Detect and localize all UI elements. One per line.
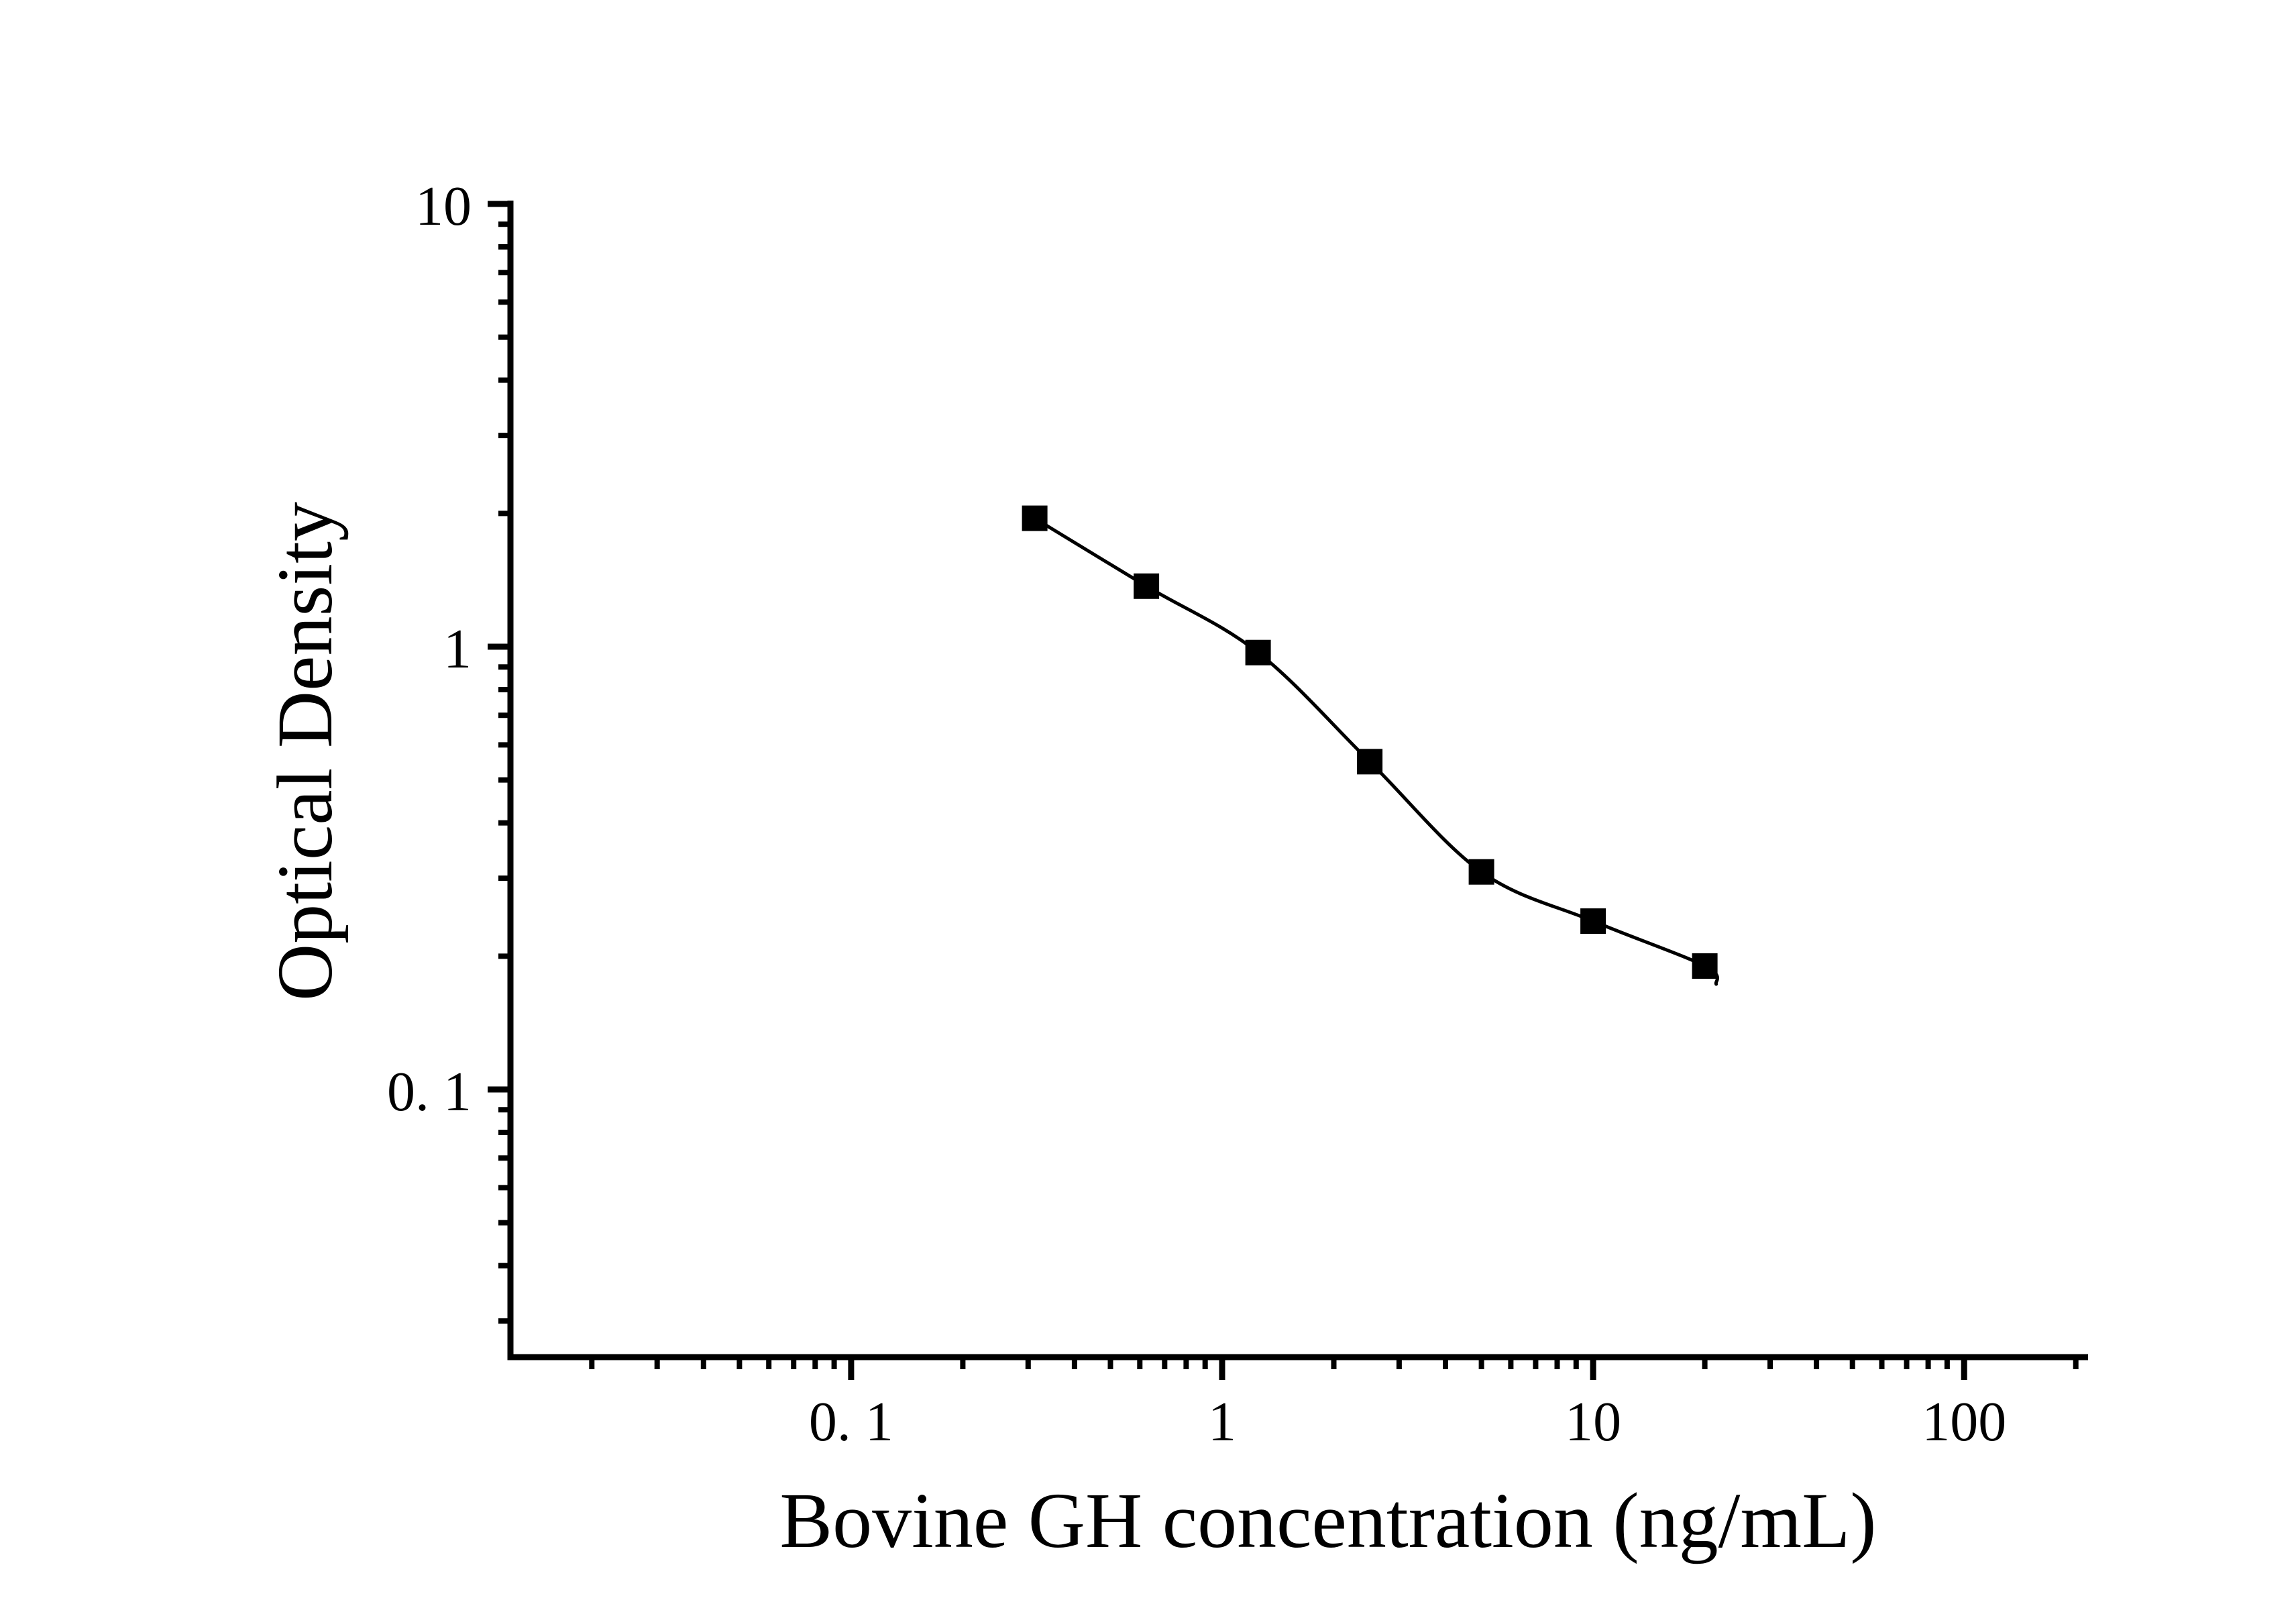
data-point-marker bbox=[1245, 639, 1271, 665]
x-axis-tick-label: 1 bbox=[1208, 1391, 1236, 1453]
x-axis-tick-label: 10 bbox=[1565, 1391, 1621, 1453]
y-axis-tick-label: 10 bbox=[415, 175, 472, 237]
x-axis-tick-label: 0. 1 bbox=[809, 1391, 893, 1453]
x-axis-tick-label: 100 bbox=[1922, 1391, 2006, 1453]
axis-frame bbox=[507, 201, 2088, 1360]
y-axis-tick-label: 1 bbox=[443, 618, 472, 680]
data-point-marker bbox=[1357, 749, 1383, 775]
data-point-marker bbox=[1134, 573, 1160, 599]
y-axis-tick-label: 0. 1 bbox=[387, 1061, 472, 1123]
data-point-marker bbox=[1692, 953, 1718, 979]
data-point-marker bbox=[1580, 908, 1606, 934]
y-axis-title: Optical Density bbox=[261, 502, 349, 1001]
x-axis-title: Bovine GH concentration (ng/mL) bbox=[779, 1477, 1877, 1564]
data-point-marker bbox=[1468, 859, 1494, 885]
data-point-marker bbox=[1022, 505, 1048, 531]
